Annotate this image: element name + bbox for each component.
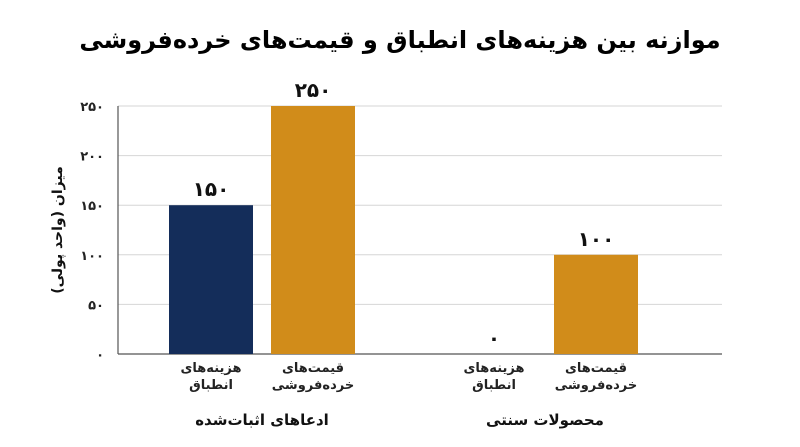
y-tick-label: ۲۵۰	[80, 100, 104, 115]
y-tick-label: ۱۰۰	[80, 249, 104, 264]
data-label: ۱۵۰	[193, 177, 230, 201]
data-label: ۱۰۰	[578, 227, 615, 251]
y-tick-label: ۱۵۰	[80, 199, 104, 214]
y-tick-label: ۵۰	[88, 298, 104, 313]
group-label: ادعاهای اثبات‌شده	[195, 411, 329, 429]
bar	[169, 205, 253, 354]
category-label: هزینه‌های انطباق	[464, 361, 525, 393]
chart-title: موازنه بین هزینه‌های انطباق و قیمت‌های خ…	[79, 26, 720, 54]
bar	[271, 106, 355, 354]
y-axis-label: میزان (واحد پولی)	[50, 166, 66, 294]
group-label: محصولات سنتی	[486, 411, 604, 429]
data-label: ۲۵۰	[295, 78, 332, 102]
category-label: هزینه‌های انطباق	[181, 361, 242, 393]
y-tick-label: ۰	[96, 348, 104, 363]
bar	[554, 254, 638, 354]
category-label: قیمت‌های خرده‌فروشی	[272, 361, 354, 393]
category-label: قیمت‌های خرده‌فروشی	[555, 361, 637, 393]
data-label: ۰	[488, 326, 500, 350]
labels: ۰ ۵۰ ۱۰۰ ۱۵۰ ۲۰۰ ۲۵۰ ۱۵۰ هزینه‌های انطباق ۲۵۰ قیمت…	[80, 78, 637, 429]
bars	[169, 106, 638, 354]
y-tick-label: ۲۰۰	[80, 150, 104, 165]
